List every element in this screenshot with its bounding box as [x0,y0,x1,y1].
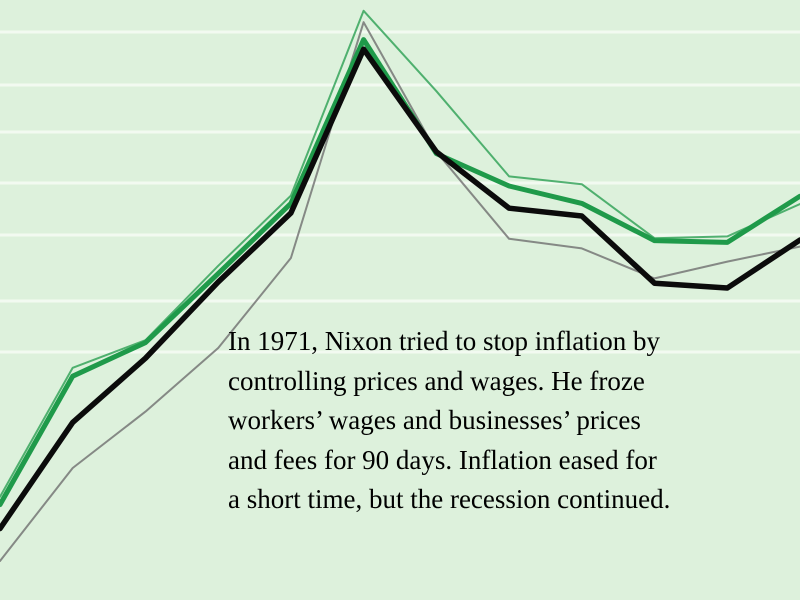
caption-text-block: In 1971, Nixon tried to stop inflation b… [228,322,788,520]
caption-line-1: In 1971, Nixon tried to stop inflation b… [228,326,660,356]
caption-line-3: workers’ wages and businesses’ prices [228,405,641,435]
series-line-thin-gray [0,21,800,562]
series-line-thin-green [0,9,800,498]
chart-grid [0,30,800,354]
series-line-thick-black [0,46,800,532]
caption-line-5: a short time, but the recession continue… [228,484,671,514]
chart-series [0,9,800,562]
caption-line-4: and fees for 90 days. Inflation eased fo… [228,444,657,475]
caption-line-2: controlling prices and wages. He froze [228,365,645,396]
